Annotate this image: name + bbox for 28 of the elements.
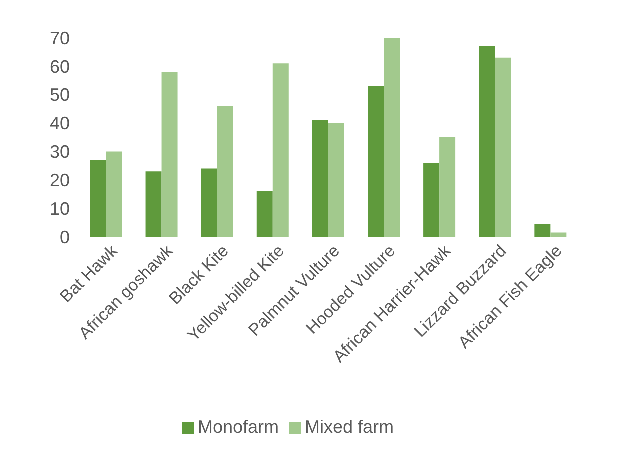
y-tick-label: 60 [50,56,70,77]
bar [162,72,178,237]
y-tick-label: 30 [50,142,70,162]
legend-label: Mixed farm [305,417,394,437]
bar [256,192,273,237]
bar [534,224,551,237]
y-tick-label: 0 [60,227,70,248]
bar [106,152,122,237]
bar [440,138,456,237]
bar [368,86,384,237]
bar [90,160,106,237]
legend-label: Monofarm [198,417,279,437]
bar [424,163,440,237]
bar [479,46,496,237]
bar [201,168,218,237]
bar [384,38,400,237]
y-tick-label: 50 [50,85,70,106]
y-tick-label: 20 [50,170,70,191]
y-tick-label: 40 [50,114,70,134]
y-tick-label: 70 [50,28,70,48]
bar [146,172,162,237]
bar [312,120,328,237]
bar [217,106,234,237]
bar [550,232,567,237]
bar [495,58,512,237]
y-tick-label: 10 [50,198,70,219]
bar [328,123,344,237]
bar [272,64,289,237]
